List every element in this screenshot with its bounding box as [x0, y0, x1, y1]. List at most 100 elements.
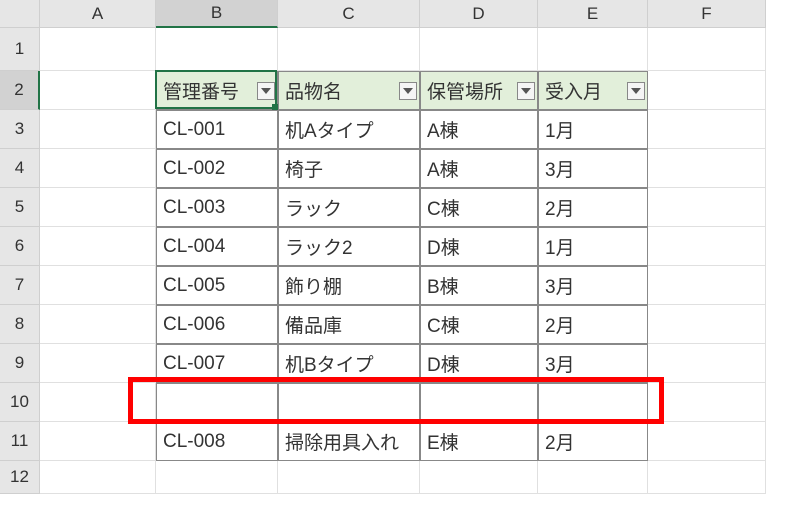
cell-D4[interactable]: A棟 — [420, 149, 538, 188]
cell-E9[interactable]: 3月 — [538, 344, 648, 383]
cell-E8[interactable]: 2月 — [538, 305, 648, 344]
filter-dropdown-icon[interactable] — [627, 82, 645, 100]
row-header-5[interactable]: 5 — [0, 188, 40, 227]
filter-dropdown-icon[interactable] — [257, 82, 275, 100]
cell-B6[interactable]: CL-004 — [156, 227, 278, 266]
cell-E3[interactable]: 1月 — [538, 110, 648, 149]
cell-E12[interactable] — [538, 461, 648, 494]
cell-value: A棟 — [427, 155, 459, 182]
column-header-B[interactable]: B — [156, 0, 278, 28]
cell-E5[interactable]: 2月 — [538, 188, 648, 227]
cell-E10[interactable] — [538, 383, 648, 422]
row-header-8[interactable]: 8 — [0, 305, 40, 344]
cell-F11[interactable] — [648, 422, 766, 461]
cell-C12[interactable] — [278, 461, 420, 494]
cell-F12[interactable] — [648, 461, 766, 494]
row-header-1[interactable]: 1 — [0, 28, 40, 71]
cell-B1[interactable] — [156, 28, 278, 71]
row-header-4[interactable]: 4 — [0, 149, 40, 188]
row-header-6[interactable]: 6 — [0, 227, 40, 266]
cell-C10[interactable] — [278, 383, 420, 422]
cell-A11[interactable] — [40, 422, 156, 461]
cell-C9[interactable]: 机Bタイプ — [278, 344, 420, 383]
cell-D3[interactable]: A棟 — [420, 110, 538, 149]
cell-C8[interactable]: 備品庫 — [278, 305, 420, 344]
filter-dropdown-icon[interactable] — [517, 82, 535, 100]
cell-C3[interactable]: 机Aタイプ — [278, 110, 420, 149]
cell-F9[interactable] — [648, 344, 766, 383]
cell-A6[interactable] — [40, 227, 156, 266]
cell-F5[interactable] — [648, 188, 766, 227]
cell-F6[interactable] — [648, 227, 766, 266]
cell-F8[interactable] — [648, 305, 766, 344]
cell-value: 1月 — [545, 233, 575, 260]
cell-A5[interactable] — [40, 188, 156, 227]
cell-E2[interactable]: 受入月 — [538, 71, 648, 110]
row-header-3[interactable]: 3 — [0, 110, 40, 149]
row-header-10[interactable]: 10 — [0, 383, 40, 422]
cell-value: E棟 — [427, 428, 459, 455]
column-header-F[interactable]: F — [648, 0, 766, 28]
cell-E1[interactable] — [538, 28, 648, 71]
row-header-11[interactable]: 11 — [0, 422, 40, 461]
cell-A2[interactable] — [40, 71, 156, 110]
filter-dropdown-icon[interactable] — [399, 82, 417, 100]
row-header-12[interactable]: 12 — [0, 461, 40, 494]
row-header-2[interactable]: 2 — [0, 71, 40, 110]
cell-C1[interactable] — [278, 28, 420, 71]
cell-A1[interactable] — [40, 28, 156, 71]
cell-D6[interactable]: D棟 — [420, 227, 538, 266]
spreadsheet-grid[interactable]: 管理番号品物名保管場所受入月CL-001机AタイプA棟1月CL-002椅子A棟3… — [40, 28, 766, 494]
cell-C6[interactable]: ラック2 — [278, 227, 420, 266]
cell-F10[interactable] — [648, 383, 766, 422]
cell-A4[interactable] — [40, 149, 156, 188]
cell-B8[interactable]: CL-006 — [156, 305, 278, 344]
cell-A9[interactable] — [40, 344, 156, 383]
row-header-9[interactable]: 9 — [0, 344, 40, 383]
cell-D2[interactable]: 保管場所 — [420, 71, 538, 110]
cell-A8[interactable] — [40, 305, 156, 344]
column-header-A[interactable]: A — [40, 0, 156, 28]
cell-B5[interactable]: CL-003 — [156, 188, 278, 227]
column-header-C[interactable]: C — [278, 0, 420, 28]
cell-E4[interactable]: 3月 — [538, 149, 648, 188]
cell-E11[interactable]: 2月 — [538, 422, 648, 461]
row-header-7[interactable]: 7 — [0, 266, 40, 305]
cell-D8[interactable]: C棟 — [420, 305, 538, 344]
cell-D7[interactable]: B棟 — [420, 266, 538, 305]
cell-E6[interactable]: 1月 — [538, 227, 648, 266]
cell-value: ラック — [285, 194, 342, 221]
cell-B10[interactable] — [156, 383, 278, 422]
cell-D9[interactable]: D棟 — [420, 344, 538, 383]
cell-F1[interactable] — [648, 28, 766, 71]
cell-C2[interactable]: 品物名 — [278, 71, 420, 110]
cell-A7[interactable] — [40, 266, 156, 305]
cell-A10[interactable] — [40, 383, 156, 422]
cell-A3[interactable] — [40, 110, 156, 149]
cell-F3[interactable] — [648, 110, 766, 149]
column-header-E[interactable]: E — [538, 0, 648, 28]
cell-C5[interactable]: ラック — [278, 188, 420, 227]
cell-E7[interactable]: 3月 — [538, 266, 648, 305]
cell-B7[interactable]: CL-005 — [156, 266, 278, 305]
cell-C4[interactable]: 椅子 — [278, 149, 420, 188]
cell-D1[interactable] — [420, 28, 538, 71]
cell-B2[interactable]: 管理番号 — [156, 71, 278, 110]
cell-D5[interactable]: C棟 — [420, 188, 538, 227]
column-header-D[interactable]: D — [420, 0, 538, 28]
cell-F7[interactable] — [648, 266, 766, 305]
cell-F2[interactable] — [648, 71, 766, 110]
cell-B3[interactable]: CL-001 — [156, 110, 278, 149]
cell-C11[interactable]: 掃除用具入れ — [278, 422, 420, 461]
cell-C7[interactable]: 飾り棚 — [278, 266, 420, 305]
cell-B12[interactable] — [156, 461, 278, 494]
cell-B11[interactable]: CL-008 — [156, 422, 278, 461]
cell-F4[interactable] — [648, 149, 766, 188]
cell-D11[interactable]: E棟 — [420, 422, 538, 461]
cell-D12[interactable] — [420, 461, 538, 494]
cell-D10[interactable] — [420, 383, 538, 422]
select-all-corner[interactable] — [0, 0, 40, 28]
cell-A12[interactable] — [40, 461, 156, 494]
cell-B9[interactable]: CL-007 — [156, 344, 278, 383]
cell-B4[interactable]: CL-002 — [156, 149, 278, 188]
